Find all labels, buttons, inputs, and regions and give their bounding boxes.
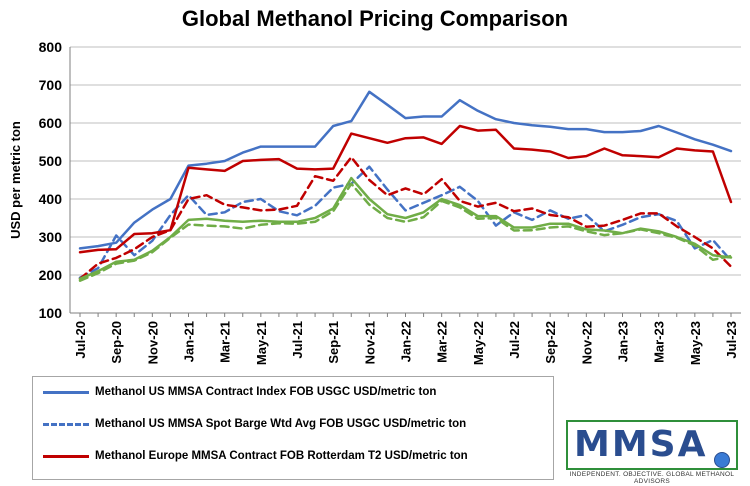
- series-line: [78, 165, 733, 279]
- legend-item-europe-contract: Methanol Europe MMSA Contract FOB Rotter…: [43, 447, 468, 465]
- x-tick-label: Mar-23: [652, 321, 667, 363]
- legend-label: Methanol US MMSA Contract Index FOB USGC…: [95, 386, 437, 398]
- legend-swatch-solid-blue: [43, 390, 89, 394]
- legend-item-us-spot: Methanol US MMSA Spot Barge Wtd Avg FOB …: [43, 415, 466, 433]
- x-tick-label: Sep-21: [326, 321, 341, 364]
- y-tick-label: 600: [39, 115, 63, 131]
- logo-text: MMSA: [574, 424, 708, 465]
- legend-label: Methanol Europe MMSA Contract FOB Rotter…: [95, 450, 468, 462]
- x-tick-label: Sep-20: [109, 321, 124, 364]
- legend-item-us-contract: Methanol US MMSA Contract Index FOB USGC…: [43, 383, 436, 401]
- x-tick-label: Nov-21: [362, 321, 377, 364]
- y-tick-label: 300: [39, 229, 63, 245]
- mmsa-logo: MMSA INDEPENDENT. OBJECTIVE. GLOBAL METH…: [566, 420, 738, 485]
- x-tick-label: Jan-23: [616, 321, 631, 362]
- x-tick-label: Jul-20: [73, 321, 88, 359]
- legend-swatch-solid-red: [43, 454, 89, 458]
- x-tick-labels: Jul-20 Sep-20 Nov-20 Jan-21 Mar-21 May-21 Jul-…: [73, 321, 739, 365]
- y-tick-label: 100: [39, 305, 63, 321]
- series-line: [78, 155, 733, 281]
- series-line: [78, 182, 733, 282]
- x-tick-label: Nov-22: [579, 321, 594, 364]
- x-tick-label: Jan-21: [182, 321, 197, 362]
- x-tick-label: Nov-20: [145, 321, 160, 364]
- legend: Methanol US MMSA Contract Index FOB USGC…: [32, 376, 554, 480]
- gridlines: [70, 46, 741, 276]
- axes: [69, 47, 741, 317]
- y-tick-labels: 100 200 300 400 500 600 700 800: [39, 39, 63, 321]
- series-line: [78, 124, 733, 254]
- y-tick-label: 800: [39, 39, 63, 55]
- x-tick-label: May-22: [471, 321, 486, 365]
- y-tick-label: 500: [39, 153, 63, 169]
- y-tick-label: 700: [39, 77, 63, 93]
- series-line: [78, 176, 733, 281]
- y-tick-label: 200: [39, 267, 63, 283]
- legend-label: Methanol US MMSA Spot Barge Wtd Avg FOB …: [95, 418, 467, 430]
- x-tick-label: May-21: [254, 321, 269, 365]
- globe-icon: [714, 452, 730, 468]
- series-lines: [78, 90, 733, 282]
- chart-title: Global Methanol Pricing Comparison: [181, 6, 569, 31]
- x-tick-label: Jul-21: [290, 321, 305, 359]
- logo-tagline: INDEPENDENT. OBJECTIVE. GLOBAL METHANOL …: [569, 471, 735, 485]
- y-axis-label: USD per metric ton: [8, 121, 23, 239]
- x-tick-label: Jul-22: [507, 321, 522, 359]
- x-tick-label: Jan-22: [399, 321, 414, 362]
- x-tick-label: May-23: [688, 321, 703, 365]
- x-tick-label: Mar-22: [435, 321, 450, 363]
- y-tick-label: 400: [39, 191, 63, 207]
- series-line: [78, 90, 733, 250]
- legend-swatch-dashed-blue: [43, 422, 89, 426]
- x-tick-label: Sep-22: [543, 321, 558, 364]
- logo-frame: MMSA: [566, 420, 738, 470]
- x-tick-label: Jul-23: [724, 321, 739, 359]
- x-tick-label: Mar-21: [218, 321, 233, 363]
